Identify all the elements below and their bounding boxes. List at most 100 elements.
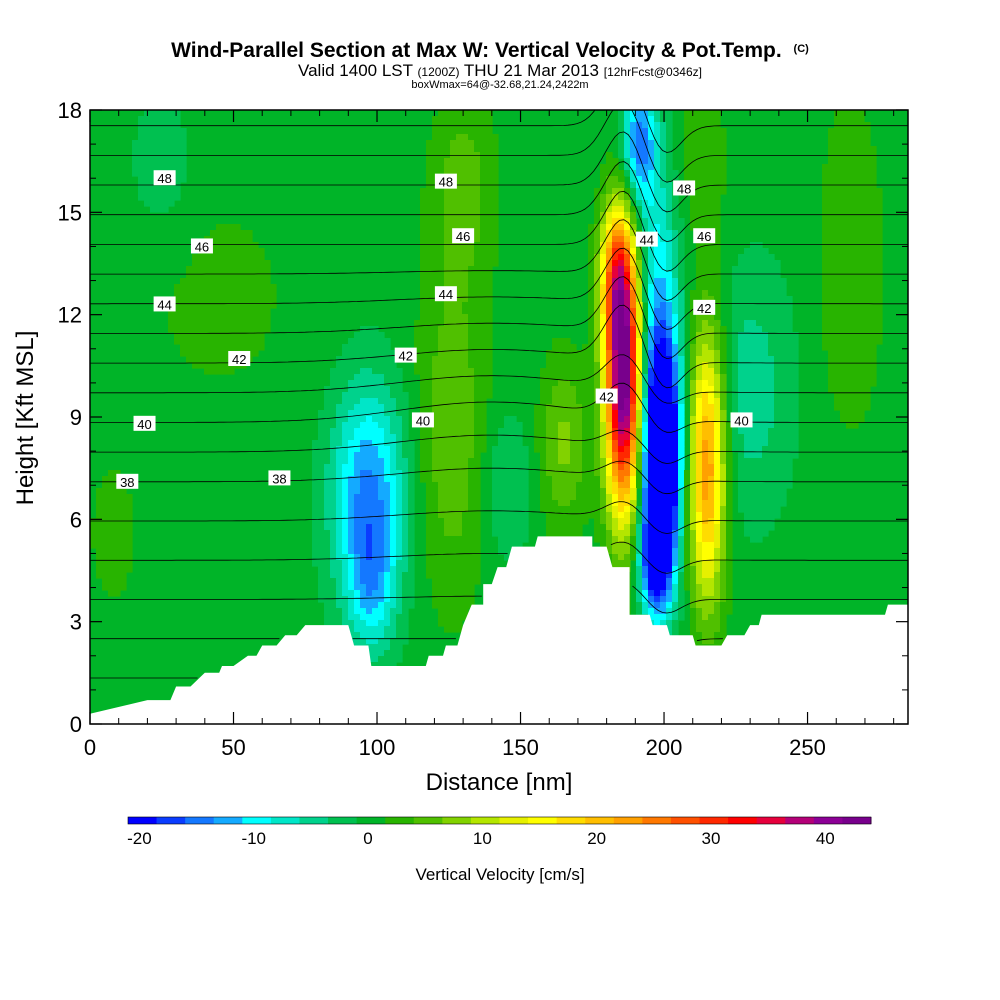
velocity-cell — [222, 332, 229, 339]
velocity-cell — [828, 242, 835, 249]
velocity-cell — [558, 506, 565, 513]
velocity-cell — [834, 338, 841, 345]
velocity-cell — [786, 482, 793, 489]
velocity-cell — [156, 164, 163, 171]
velocity-cell — [708, 554, 715, 561]
velocity-cell — [516, 518, 523, 525]
velocity-cell — [198, 272, 205, 279]
velocity-cell — [714, 260, 721, 267]
velocity-cell — [594, 206, 601, 213]
velocity-cell — [672, 434, 679, 441]
velocity-cell — [648, 320, 655, 327]
velocity-cell — [630, 386, 637, 393]
velocity-cell — [702, 452, 709, 459]
velocity-cell — [504, 494, 511, 501]
velocity-cell — [618, 116, 625, 123]
velocity-cell — [840, 158, 847, 165]
velocity-cell — [714, 338, 721, 345]
velocity-cell — [618, 428, 625, 435]
velocity-cell — [702, 428, 709, 435]
velocity-cell — [444, 260, 451, 267]
velocity-cell — [462, 416, 469, 423]
velocity-cell — [624, 308, 631, 315]
velocity-cell — [846, 128, 853, 135]
velocity-cell — [114, 566, 121, 573]
velocity-cell — [336, 362, 343, 369]
velocity-cell — [648, 410, 655, 417]
velocity-cell — [360, 488, 367, 495]
velocity-cell — [768, 338, 775, 345]
velocity-cell — [426, 254, 433, 261]
velocity-cell — [546, 482, 553, 489]
velocity-cell — [438, 386, 445, 393]
velocity-cell — [666, 260, 673, 267]
velocity-cell — [600, 380, 607, 387]
velocity-cell — [432, 236, 439, 243]
velocity-cell — [402, 464, 409, 471]
velocity-cell — [450, 422, 457, 429]
velocity-cell — [312, 542, 319, 549]
velocity-cell — [432, 440, 439, 447]
velocity-cell — [714, 230, 721, 237]
velocity-cell — [426, 236, 433, 243]
velocity-cell — [588, 470, 595, 477]
velocity-cell — [558, 446, 565, 453]
velocity-cell — [774, 320, 781, 327]
velocity-cell — [426, 278, 433, 285]
velocity-cell — [702, 296, 709, 303]
velocity-cell — [390, 428, 397, 435]
velocity-cell — [714, 326, 721, 333]
velocity-cell — [426, 290, 433, 297]
velocity-cell — [342, 458, 349, 465]
velocity-cell — [498, 530, 505, 537]
velocity-cell — [792, 404, 799, 411]
velocity-cell — [762, 284, 769, 291]
velocity-cell — [600, 368, 607, 375]
velocity-cell — [714, 524, 721, 531]
velocity-cell — [732, 278, 739, 285]
velocity-cell — [738, 320, 745, 327]
velocity-cell — [462, 488, 469, 495]
velocity-cell — [390, 452, 397, 459]
velocity-cell — [834, 404, 841, 411]
velocity-cell — [168, 320, 175, 327]
velocity-cell — [660, 524, 667, 531]
velocity-cell — [870, 332, 877, 339]
velocity-cell — [336, 458, 343, 465]
velocity-cell — [378, 572, 385, 579]
velocity-cell — [786, 320, 793, 327]
velocity-cell — [360, 458, 367, 465]
velocity-cell — [162, 110, 169, 117]
velocity-cell — [372, 362, 379, 369]
velocity-cell — [222, 320, 229, 327]
velocity-cell — [612, 410, 619, 417]
velocity-cell — [756, 422, 763, 429]
velocity-cell — [702, 254, 709, 261]
velocity-cell — [666, 320, 673, 327]
velocity-cell — [660, 176, 667, 183]
velocity-cell — [432, 230, 439, 237]
velocity-cell — [444, 416, 451, 423]
velocity-cell — [126, 548, 133, 555]
velocity-cell — [426, 302, 433, 309]
velocity-cell — [660, 296, 667, 303]
velocity-cell — [654, 314, 661, 321]
velocity-cell — [450, 272, 457, 279]
velocity-cell — [630, 242, 637, 249]
velocity-cell — [516, 500, 523, 507]
velocity-cell — [612, 368, 619, 375]
velocity-cell — [762, 398, 769, 405]
velocity-cell — [660, 452, 667, 459]
velocity-cell — [768, 428, 775, 435]
velocity-cell — [762, 404, 769, 411]
velocity-cell — [486, 212, 493, 219]
velocity-cell — [636, 176, 643, 183]
velocity-cell — [318, 470, 325, 477]
velocity-cell — [762, 440, 769, 447]
velocity-cell — [390, 566, 397, 573]
velocity-cell — [594, 446, 601, 453]
velocity-cell — [732, 296, 739, 303]
velocity-cell — [462, 368, 469, 375]
velocity-cell — [384, 572, 391, 579]
velocity-cell — [108, 572, 115, 579]
